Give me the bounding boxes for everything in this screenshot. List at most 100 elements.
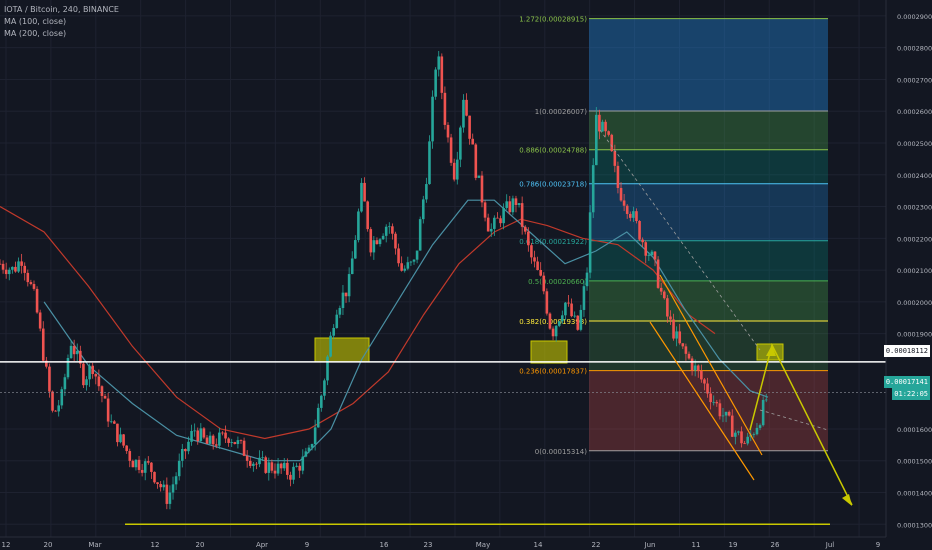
candle-body bbox=[622, 200, 626, 206]
candle-body bbox=[638, 220, 641, 240]
candle-body bbox=[329, 335, 332, 357]
candle-body bbox=[103, 395, 107, 399]
candle-body bbox=[208, 435, 212, 444]
candle-body bbox=[113, 421, 116, 424]
candle-body bbox=[211, 435, 215, 445]
candle-body bbox=[156, 482, 159, 485]
candle-body bbox=[706, 383, 709, 394]
candle-body bbox=[477, 175, 481, 178]
resistance-price-tag: 0.00018112 bbox=[883, 345, 930, 357]
candle-body bbox=[384, 226, 388, 236]
candle-body bbox=[693, 365, 697, 371]
candle-body bbox=[85, 379, 88, 386]
candle-body bbox=[218, 432, 221, 446]
candle-body bbox=[536, 261, 539, 271]
candle-body bbox=[119, 434, 122, 443]
candle-body bbox=[245, 455, 249, 461]
candle-body bbox=[109, 421, 113, 423]
candle-body bbox=[255, 463, 258, 465]
symbol-label[interactable]: IOTA / Bitcoin, 240, BINANCE bbox=[4, 5, 119, 14]
candle-body bbox=[190, 430, 193, 442]
candle-body bbox=[468, 115, 471, 139]
candle-body bbox=[743, 443, 746, 445]
candle-body bbox=[366, 201, 369, 230]
candle-body bbox=[632, 211, 635, 218]
candle-body bbox=[335, 314, 339, 328]
candle-body bbox=[38, 312, 42, 329]
candle-body bbox=[591, 165, 595, 213]
candle-body bbox=[635, 211, 638, 221]
candle-body bbox=[32, 284, 36, 289]
x-tick-label: 12 bbox=[2, 541, 11, 549]
candle-body bbox=[282, 462, 286, 469]
candle-body bbox=[700, 370, 703, 380]
x-tick-label: 9 bbox=[876, 541, 880, 549]
candle-body bbox=[449, 137, 453, 163]
candle-body bbox=[601, 121, 604, 132]
candle-body bbox=[60, 389, 64, 406]
candle-body bbox=[307, 447, 311, 452]
candle-body bbox=[66, 358, 70, 378]
fib-level-label: 0.5(0.00020660) bbox=[528, 278, 587, 286]
candle-body bbox=[106, 398, 110, 422]
x-tick-label: May bbox=[476, 541, 490, 549]
candle-body bbox=[471, 138, 475, 145]
candle-body bbox=[29, 282, 33, 285]
candle-body bbox=[684, 346, 688, 354]
candle-body bbox=[128, 451, 132, 461]
candle-body bbox=[301, 456, 305, 471]
x-tick-label: Jun bbox=[644, 541, 656, 549]
y-tick-label: 0.00013000 bbox=[897, 521, 932, 529]
candle-body bbox=[542, 275, 546, 292]
ma200-label[interactable]: MA (200, close) bbox=[4, 29, 67, 38]
candle-body bbox=[755, 427, 759, 435]
candle-body bbox=[690, 358, 694, 371]
candle-body bbox=[378, 239, 382, 245]
candle-body bbox=[428, 141, 431, 185]
chart-legend: IOTA / Bitcoin, 240, BINANCE MA (100, cl… bbox=[4, 4, 119, 40]
fib-level-label: 0.786(0.00023718) bbox=[519, 181, 587, 189]
candle-body bbox=[758, 425, 762, 428]
x-tick-label: Mar bbox=[88, 541, 101, 549]
candle-body bbox=[579, 309, 583, 330]
candle-body bbox=[57, 405, 61, 412]
candle-body bbox=[304, 451, 308, 457]
candle-body bbox=[134, 459, 138, 468]
candle-body bbox=[94, 374, 98, 377]
candle-body bbox=[397, 248, 400, 264]
candle-body bbox=[162, 484, 166, 488]
candle-body bbox=[202, 428, 206, 438]
candle-body bbox=[718, 403, 722, 417]
candle-body bbox=[313, 427, 317, 445]
candle-body bbox=[341, 292, 345, 309]
ma100-label[interactable]: MA (100, close) bbox=[4, 17, 67, 26]
x-tick-label: 12 bbox=[151, 541, 160, 549]
candle-body bbox=[14, 266, 17, 272]
candle-body bbox=[675, 331, 678, 339]
candle-body bbox=[48, 366, 51, 392]
candle-body bbox=[641, 239, 644, 243]
candle-body bbox=[669, 316, 672, 320]
fib-zone bbox=[589, 240, 828, 281]
candle-body bbox=[687, 353, 691, 359]
ma200-line bbox=[0, 205, 716, 440]
candle-body bbox=[666, 298, 669, 317]
candle-body bbox=[35, 288, 39, 313]
x-tick-label: 11 bbox=[692, 541, 701, 549]
candle-body bbox=[292, 466, 295, 480]
candle-body bbox=[502, 207, 505, 224]
candle-body bbox=[465, 99, 468, 116]
candle-body bbox=[724, 411, 728, 416]
arrow-head-icon bbox=[766, 345, 776, 356]
candle-body bbox=[496, 217, 499, 219]
candle-body bbox=[530, 245, 533, 258]
candle-body bbox=[276, 463, 280, 474]
fib-level-label: 0.382(0.00019398) bbox=[519, 318, 587, 326]
candle-body bbox=[41, 328, 45, 361]
channel-upper-line bbox=[659, 274, 763, 456]
